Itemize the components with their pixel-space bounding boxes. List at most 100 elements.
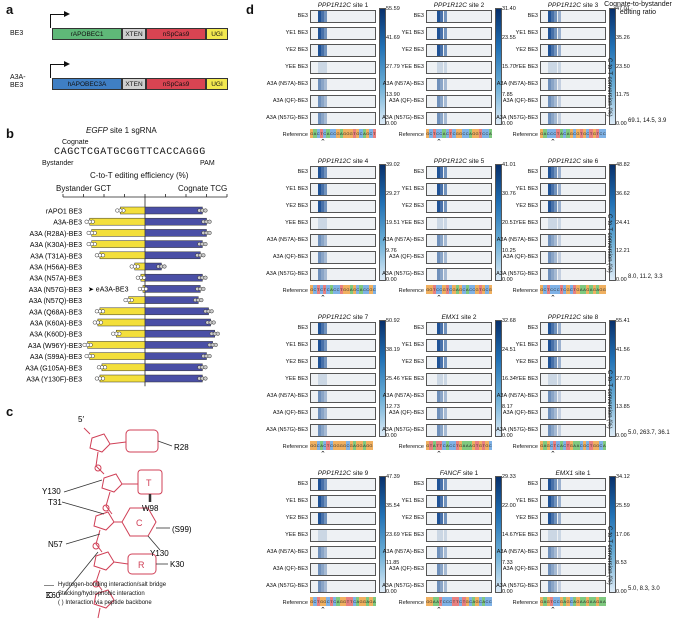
heatmap-row (426, 495, 492, 508)
heatmap-cell (436, 391, 441, 402)
promoter-line (50, 14, 51, 28)
heatmap-row (540, 580, 606, 593)
heatmap-cell (436, 340, 441, 351)
heatmap-row (310, 390, 376, 403)
row-label: A3A (N57G)-BE3 (496, 427, 538, 433)
site-gene: PPP1R12C (317, 314, 351, 321)
replicate-dot (84, 354, 89, 359)
row-label: BE3 (527, 325, 538, 331)
colorbar-tick: 27.79 (386, 63, 400, 70)
ref-base: A (465, 441, 469, 450)
target-arrow: ⌃ (320, 139, 326, 146)
heatmap-cell (547, 530, 551, 541)
bar-cognate (144, 229, 207, 237)
heatmap-cell (317, 235, 321, 246)
ref-base: T (316, 597, 320, 606)
row-label: Reference (282, 444, 308, 450)
category-label: A3A (G105A)-BE3 (25, 365, 82, 372)
ref-base: G (482, 285, 486, 294)
row-label: Reference (398, 444, 424, 450)
ref-base: C (482, 129, 486, 138)
colorbar-max: 50.92 (386, 318, 400, 324)
heatmap-cell (440, 340, 444, 351)
replicate-dot (209, 309, 214, 314)
heatmap-row (540, 268, 606, 281)
ref-base: T (475, 441, 479, 450)
heatmap-cell (443, 11, 447, 22)
site-title: PPP1R12C site 7 (310, 314, 376, 321)
ref-base: A (589, 597, 593, 606)
heatmap-cell (317, 513, 321, 524)
heatmap-cell (554, 547, 558, 558)
category-label: A3A (N57Q)-BE3 (29, 298, 82, 305)
ref-base: C (586, 129, 590, 138)
heatmap-cell (557, 496, 561, 507)
heatmap-cell (550, 425, 555, 436)
heatmap-row (540, 166, 606, 179)
colorbar-max: 34.12 (616, 474, 630, 480)
conversion-axis-label: C-to-T conversion (%) (606, 214, 612, 273)
ref-base: C (468, 597, 473, 606)
ref-base: G (458, 129, 463, 138)
bar-cognate (144, 206, 203, 215)
target-arrow: ⌃ (436, 451, 442, 458)
heatmap-row (310, 200, 376, 213)
heatmap-cell (443, 564, 447, 575)
row-label: A3A (N57G)-BE3 (496, 271, 538, 277)
heatmap-cell (320, 113, 325, 124)
heatmap-row (426, 183, 492, 196)
ref-base: C (316, 441, 320, 450)
target-arrow: ⌃ (436, 607, 442, 614)
ref-base: A (572, 441, 577, 450)
heatmap-cell (557, 391, 561, 402)
heatmap-row (310, 234, 376, 247)
site-number: site 1 (573, 470, 591, 477)
conversion-axis-label: C-to-T conversion (%) (606, 58, 612, 117)
heatmap-cell (320, 564, 325, 575)
replicate-dot (135, 275, 140, 280)
ref-base: A (566, 129, 570, 138)
ref-base: G (339, 597, 343, 606)
bar-cognate (144, 341, 213, 349)
row-label: Reference (512, 444, 538, 450)
row-label: YEE BE3 (515, 64, 538, 70)
site-gene: PPP1R12C (433, 2, 467, 9)
heatmap-cell (557, 547, 561, 558)
replicate-dot (207, 219, 212, 224)
ref-base: T (445, 285, 450, 294)
segment-rapobec1: rAPOBEC1 (52, 28, 122, 40)
row-label: YEE BE3 (401, 376, 424, 382)
bar-cognate (144, 240, 203, 248)
heatmap-cell (550, 323, 555, 334)
heatmap-cell (557, 167, 561, 178)
tick-label: 40 (223, 193, 232, 195)
heatmap-cell (317, 581, 321, 592)
heatmap-cell (317, 184, 321, 195)
heatmap-cell (324, 184, 328, 195)
colorbar-max: 55.41 (616, 318, 630, 324)
sgrna-gene: EGFP (86, 126, 108, 135)
colorbar-tick: 0.00 (386, 433, 397, 439)
row-label: YE2 BE3 (515, 359, 538, 365)
replicate-dot (201, 286, 206, 291)
bar-bystander (91, 229, 146, 237)
row-label: BE3 (527, 13, 538, 19)
ref-base: G (546, 441, 550, 450)
bar-bystander (99, 251, 146, 260)
heatmap-cell (440, 425, 444, 436)
heatmap-cell (317, 425, 321, 436)
ref-base: G (369, 441, 373, 450)
conversion-axis-label: C-to-T conversion (%) (606, 526, 612, 585)
heatmap-cell (554, 28, 558, 39)
heatmap-cell (440, 479, 444, 490)
heatmap-cell (554, 235, 558, 246)
bar-chart: 40 30 20 10 0 10 20 30 40 rAPO1 BE3 A3A-BE3 A3A (R2… (25, 193, 232, 387)
replicate-dot (203, 365, 208, 370)
heatmap-cell (550, 235, 555, 246)
heatmap-cell (324, 11, 328, 22)
colorbar-tick: 17.06 (616, 531, 630, 538)
colorbar-tick: 29.27 (386, 190, 400, 197)
colorbar-max: 32.68 (502, 318, 516, 324)
